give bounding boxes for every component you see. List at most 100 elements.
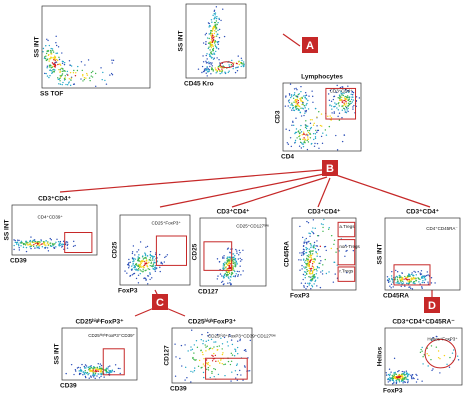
event-dot bbox=[343, 100, 345, 102]
event-dot bbox=[311, 250, 314, 252]
event-dot bbox=[143, 260, 145, 262]
event-dot bbox=[33, 242, 36, 244]
event-dot bbox=[107, 366, 110, 368]
event-dot bbox=[151, 259, 154, 261]
event-dot bbox=[205, 72, 207, 74]
event-dot bbox=[194, 367, 196, 369]
event-dot bbox=[317, 249, 320, 251]
event-dot bbox=[344, 105, 347, 108]
event-dot bbox=[306, 262, 309, 265]
y-axis-label: CD45RA bbox=[284, 241, 291, 267]
event-dot bbox=[49, 74, 51, 77]
event-dot bbox=[312, 274, 314, 276]
event-dot bbox=[305, 241, 307, 243]
event-dot bbox=[239, 251, 241, 254]
event-dot bbox=[42, 51, 44, 53]
event-dot bbox=[328, 125, 331, 128]
event-dot bbox=[226, 274, 228, 277]
event-dot bbox=[96, 366, 98, 369]
event-dot bbox=[343, 102, 345, 104]
event-dot bbox=[224, 72, 227, 74]
event-dot bbox=[302, 145, 305, 148]
event-dot bbox=[207, 363, 209, 366]
event-dot bbox=[230, 273, 233, 275]
event-dot bbox=[328, 99, 331, 101]
event-dot bbox=[345, 100, 347, 103]
event-dot bbox=[84, 367, 86, 369]
event-dot bbox=[313, 246, 315, 248]
event-dot bbox=[59, 70, 61, 72]
event-dot bbox=[299, 269, 301, 271]
event-dot bbox=[214, 67, 216, 69]
event-dot bbox=[94, 377, 96, 380]
event-dot bbox=[40, 243, 42, 246]
event-dot bbox=[294, 141, 297, 143]
event-dot bbox=[294, 132, 296, 135]
event-dot bbox=[238, 63, 240, 66]
event-dot bbox=[389, 379, 391, 381]
event-dot bbox=[220, 337, 222, 340]
event-dot bbox=[239, 61, 242, 64]
event-dot bbox=[174, 343, 176, 345]
event-dot bbox=[348, 96, 351, 98]
event-dot bbox=[55, 246, 57, 248]
event-dot bbox=[131, 252, 134, 255]
event-dot bbox=[222, 352, 224, 354]
event-dot bbox=[315, 268, 317, 271]
event-dot bbox=[309, 261, 311, 264]
event-dot bbox=[83, 78, 86, 81]
event-dot bbox=[314, 107, 317, 110]
event-dot bbox=[410, 280, 412, 283]
event-dot bbox=[396, 278, 399, 281]
event-dot bbox=[345, 244, 347, 247]
event-dot bbox=[305, 237, 308, 240]
event-dot bbox=[92, 368, 94, 371]
event-dot bbox=[317, 277, 319, 279]
event-dot bbox=[59, 71, 61, 73]
event-dot bbox=[216, 349, 219, 351]
event-dot bbox=[224, 261, 226, 264]
event-dot bbox=[134, 268, 136, 271]
event-dot bbox=[222, 267, 224, 269]
event-dot bbox=[304, 95, 306, 97]
event-dot bbox=[295, 105, 298, 108]
event-dot bbox=[149, 259, 152, 261]
event-dot bbox=[308, 267, 310, 269]
event-dot bbox=[211, 21, 213, 23]
event-dot bbox=[212, 70, 214, 72]
event-dot bbox=[309, 282, 311, 285]
event-dot bbox=[136, 251, 138, 253]
event-dot bbox=[94, 372, 97, 375]
event-dot bbox=[224, 363, 227, 365]
event-dot bbox=[50, 56, 52, 58]
event-dot bbox=[59, 80, 61, 82]
event-dot bbox=[313, 274, 316, 276]
event-dot bbox=[54, 59, 56, 61]
event-dot bbox=[292, 106, 295, 109]
event-dot bbox=[333, 112, 335, 114]
event-dot bbox=[394, 375, 396, 378]
event-dot bbox=[316, 267, 319, 269]
event-dot bbox=[304, 141, 306, 144]
event-dot bbox=[38, 240, 40, 243]
event-dot bbox=[215, 17, 218, 20]
event-dot bbox=[127, 267, 130, 269]
event-dot bbox=[55, 44, 58, 47]
event-dot bbox=[202, 55, 204, 57]
event-dot bbox=[201, 71, 203, 74]
event-dot bbox=[166, 254, 169, 256]
event-dot bbox=[101, 368, 103, 370]
event-dot bbox=[302, 131, 305, 133]
event-dot bbox=[175, 356, 177, 358]
event-dot bbox=[16, 241, 19, 243]
event-dot bbox=[297, 109, 300, 111]
event-dot bbox=[129, 261, 131, 263]
event-dot bbox=[140, 261, 142, 263]
event-dot bbox=[233, 355, 236, 357]
event-dot bbox=[209, 347, 212, 349]
event-dot bbox=[415, 280, 418, 282]
event-dot bbox=[300, 115, 303, 117]
event-dot bbox=[107, 368, 109, 370]
event-dot bbox=[345, 250, 347, 252]
